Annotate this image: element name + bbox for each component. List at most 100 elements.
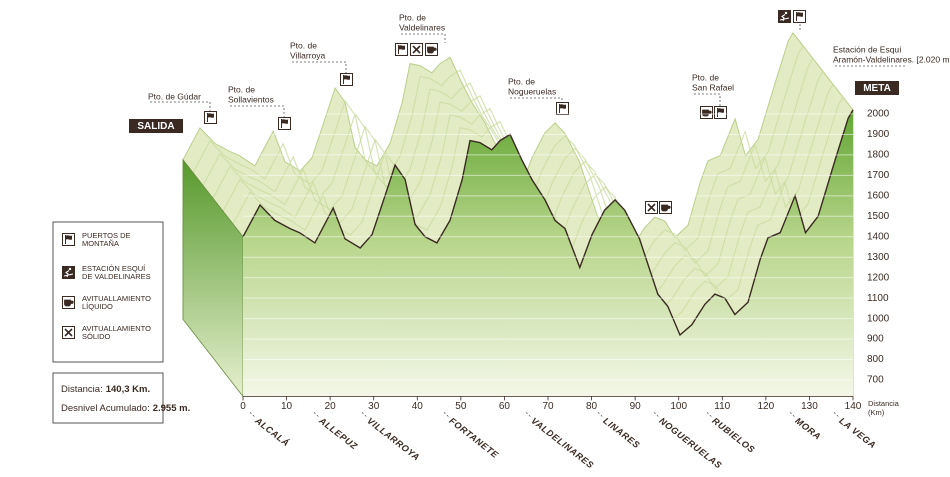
town-leader [706, 412, 714, 419]
icon [793, 10, 806, 23]
annotation: Estación de Esquí [833, 44, 902, 54]
annotation: Villarroya [290, 50, 326, 60]
town-leader [597, 412, 605, 419]
summary-line: Distancia: 140,3 Km. [61, 384, 150, 395]
leader [510, 97, 563, 102]
x-axis-label: (Km) [868, 408, 885, 417]
icon [778, 10, 791, 23]
y-tick-label: 1400 [867, 231, 890, 242]
terrain [182, 32, 854, 398]
x-tick-label: 50 [455, 401, 467, 412]
annotation: Pto. de [399, 12, 426, 22]
profile-line [242, 109, 854, 337]
town-label: RUBIELOS [710, 416, 757, 455]
leader [799, 24, 905, 67]
legend-label: PUERTOS DE [82, 231, 131, 240]
x-tick-label: 60 [499, 401, 511, 412]
x-tick-label: 140 [845, 401, 862, 412]
x-tick-label: 80 [586, 401, 598, 412]
start-badge [129, 119, 183, 133]
annotation: Pto. de [290, 40, 317, 50]
town-leader [443, 412, 451, 419]
icon [204, 111, 217, 124]
legend-icon [62, 296, 75, 309]
legend-icon [62, 326, 75, 339]
icon [700, 106, 713, 119]
y-tick-label: 800 [867, 354, 884, 365]
pass-icons [150, 10, 905, 214]
x-tick-label: 40 [412, 401, 424, 412]
legend-label: DE VALDELINARES [82, 272, 151, 281]
icon [278, 117, 291, 130]
annotation: Pto. de Gúdar [148, 91, 201, 101]
town-label: LA VEGA [837, 416, 878, 451]
icon [395, 43, 408, 56]
summary-line: Desnivel Acumulado: 2.955 m. [61, 403, 190, 414]
x-tick-label: 100 [670, 401, 687, 412]
icon [340, 73, 353, 86]
y-tick-label: 1800 [867, 150, 890, 161]
icon [714, 106, 727, 119]
y-tick-label: 1600 [867, 190, 890, 201]
icon [659, 201, 672, 214]
y-tick-label: 700 [867, 375, 884, 386]
summary-value: 140,3 Km. [106, 384, 150, 395]
town-label: LINARES [601, 416, 642, 451]
annotation: Pto. de [508, 76, 535, 86]
x-tick-label: 10 [281, 401, 293, 412]
y-tick-label: 1200 [867, 272, 890, 283]
annotation: Sollavientos [228, 94, 274, 104]
town-label: FORTANETE [447, 416, 500, 461]
y-tick-label: 900 [867, 334, 884, 345]
legend-label: LÍQUIDO [82, 302, 113, 311]
legend-icon [62, 233, 75, 246]
end-badge [855, 81, 899, 95]
icon [425, 43, 438, 56]
summary-label: Distancia: [61, 384, 103, 395]
leader [292, 61, 347, 73]
start-label: SALIDA [137, 121, 174, 132]
x-tick-label: 0 [240, 401, 246, 412]
annotation: Aramón-Valdelinares. [2.020 m.] [833, 54, 950, 64]
x-tick-label: 120 [758, 401, 775, 412]
leader [150, 101, 211, 111]
x-tick-label: 30 [368, 401, 380, 412]
annotation: Valdelinares [399, 22, 445, 32]
town-leader [525, 412, 533, 419]
x-tick-label: 20 [325, 401, 337, 412]
y-tick-label: 1900 [867, 129, 890, 140]
legend-label: AVITUALLAMIENTO [82, 324, 151, 333]
annotation: Pto. de [228, 84, 255, 94]
town-leader [653, 412, 661, 419]
icon [556, 102, 569, 115]
summary-label: Desnivel Acumulado: [61, 403, 150, 414]
x-tick-label: 70 [542, 401, 554, 412]
icon [645, 201, 658, 214]
profile-area [243, 109, 853, 397]
legend-icon [62, 266, 75, 279]
y-tick-label: 1700 [867, 170, 890, 181]
annotation: Nogueruelas [508, 86, 556, 96]
y-tick-label: 1000 [867, 313, 890, 324]
leader [401, 33, 446, 43]
town-leader [361, 412, 369, 419]
town-label: VALDELINARES [529, 416, 595, 471]
icon [410, 43, 423, 56]
x-axis-label: Distancia [868, 399, 900, 408]
x-tick-label: 130 [801, 401, 818, 412]
y-tick-label: 1500 [867, 211, 890, 222]
x-tick-label: 90 [630, 401, 642, 412]
y-tick-label: 2000 [867, 109, 890, 120]
town-leader [249, 412, 257, 419]
y-tick-label: 1100 [867, 293, 889, 304]
town-label: MORA [793, 416, 823, 442]
town-label: VILLARROYA [365, 416, 421, 463]
legend-label: AVITUALLAMIENTO [82, 294, 151, 303]
leader [694, 93, 721, 106]
annotation: Pto. de [692, 72, 719, 82]
town-label: ALCALÁ [253, 415, 292, 448]
legend-label: ESTACIÓN ESQUÍ [82, 264, 146, 273]
legend-label: MONTAÑA [82, 239, 119, 248]
y-tick-label: 1300 [867, 252, 890, 263]
leader [230, 105, 285, 117]
